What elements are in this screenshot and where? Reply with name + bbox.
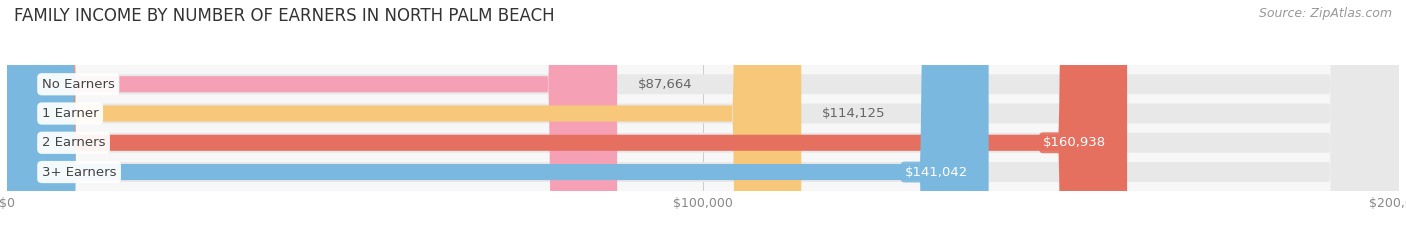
Text: 2 Earners: 2 Earners <box>42 136 105 149</box>
FancyBboxPatch shape <box>7 0 1399 233</box>
Text: 3+ Earners: 3+ Earners <box>42 165 117 178</box>
FancyBboxPatch shape <box>7 0 1399 233</box>
FancyBboxPatch shape <box>7 0 1399 233</box>
Text: $87,664: $87,664 <box>638 78 693 91</box>
Text: No Earners: No Earners <box>42 78 115 91</box>
FancyBboxPatch shape <box>7 0 1128 233</box>
FancyBboxPatch shape <box>7 0 617 233</box>
FancyBboxPatch shape <box>7 0 988 233</box>
Text: $114,125: $114,125 <box>823 107 886 120</box>
Text: $160,938: $160,938 <box>1043 136 1107 149</box>
Text: $141,042: $141,042 <box>904 165 967 178</box>
Text: 1 Earner: 1 Earner <box>42 107 98 120</box>
FancyBboxPatch shape <box>7 0 1399 233</box>
FancyBboxPatch shape <box>7 0 801 233</box>
Text: FAMILY INCOME BY NUMBER OF EARNERS IN NORTH PALM BEACH: FAMILY INCOME BY NUMBER OF EARNERS IN NO… <box>14 7 555 25</box>
Text: Source: ZipAtlas.com: Source: ZipAtlas.com <box>1258 7 1392 20</box>
